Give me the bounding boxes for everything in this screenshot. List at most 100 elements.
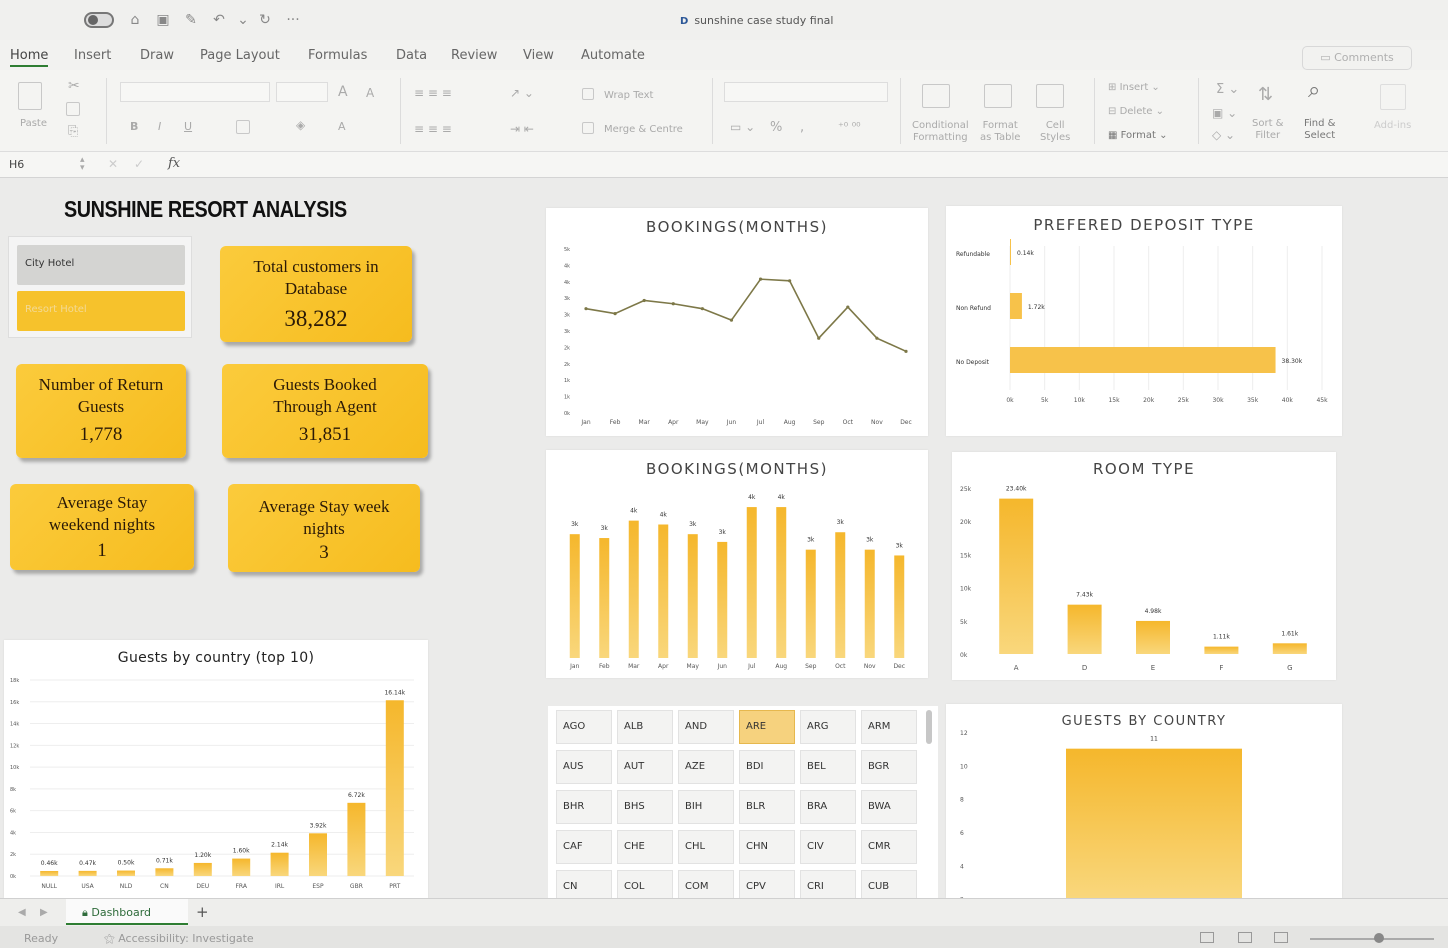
normal-view-icon[interactable] [1200,932,1214,943]
sheet-nav-right-icon[interactable]: ▶ [40,907,48,918]
tab-home[interactable]: Home [10,48,49,67]
autosave-toggle[interactable] [84,12,114,28]
home-icon[interactable]: ⌂ [130,12,140,28]
find-select-label[interactable]: Find & Select [1304,118,1335,142]
cell-styles-label[interactable]: Cell Styles [1040,120,1070,144]
format-as-table-icon[interactable] [984,84,1012,108]
accessibility-status[interactable]: ⚝ Accessibility: Investigate [104,932,254,946]
align-top-icon[interactable]: ≡ ≡ ≡ [414,86,452,100]
country-slicer-item[interactable]: AND [678,710,734,744]
country-slicer-item[interactable]: BLR [739,790,795,824]
country-slicer-item[interactable]: CMR [861,830,917,864]
function-icon[interactable]: fx [168,156,181,171]
redo-icon[interactable]: ↻ [259,12,271,28]
country-slicer-item[interactable]: AUS [556,750,612,784]
sheet-tab-dashboard[interactable]: 🔒︎ Dashboard [66,899,188,925]
country-slicer-item[interactable]: COL [617,870,673,898]
customize-icon[interactable]: ✎ [185,12,197,28]
country-slicer-item[interactable]: BGR [861,750,917,784]
borders-icon[interactable] [236,120,250,134]
country-slicer-item[interactable]: CRI [800,870,856,898]
country-slicer-item[interactable]: CHN [739,830,795,864]
country-slicer-item[interactable]: BHR [556,790,612,824]
decrease-font-icon[interactable]: A [366,86,375,100]
slicer-item-city-hotel[interactable]: City Hotel [17,245,185,285]
country-slicer-item[interactable]: BDI [739,750,795,784]
country-slicer-item[interactable]: ARM [861,710,917,744]
tab-view[interactable]: View [523,48,554,63]
country-slicer-item[interactable]: BWA [861,790,917,824]
country-slicer-item[interactable]: CUB [861,870,917,898]
clear-icon[interactable]: ◇ ⌄ [1212,128,1236,142]
merge-centre-icon[interactable] [582,122,594,134]
number-format-box[interactable] [724,82,888,102]
merge-centre-label[interactable]: Merge & Centre [604,124,683,135]
tab-formulas[interactable]: Formulas [308,48,368,63]
delete-cells-button[interactable]: ⊟ Delete ⌄ [1108,106,1164,117]
conditional-formatting-label[interactable]: Conditional Formatting [912,120,969,144]
guests-by-country-chart[interactable]: GUESTS BY COUNTRY 2 4 6 8 10 12 11 [946,704,1342,898]
more-icon[interactable]: ··· [286,12,300,28]
cell-styles-icon[interactable] [1036,84,1064,108]
bold-icon[interactable]: B [130,120,139,133]
orientation-icon[interactable]: ↗ ⌄ [510,86,534,100]
slicer-scrollbar[interactable] [926,710,932,744]
decimal-icon[interactable]: ⁺⁰ ⁰⁰ [838,120,861,133]
bookings-line-chart[interactable]: BOOKINGS(MONTHS) 0k 1k 1k 2k 2k 3k 3k 3k 4k 4k 5k J… [546,208,928,436]
country-slicer-item[interactable]: ALB [617,710,673,744]
enter-icon[interactable]: ✓ [134,157,145,171]
name-box-dropdown-icon[interactable]: ▴ ▾ [80,155,85,173]
room-type-chart[interactable]: ROOM TYPE 0k 5k 10k 15k 20k 25k 23.40k A 7.43k D 4… [952,452,1336,680]
country-slicer-item[interactable]: ARE [739,710,795,744]
country-slicer-item[interactable]: BRA [800,790,856,824]
align-left-icon[interactable]: ≡ ≡ ≡ [414,122,452,136]
country-slicer-item[interactable]: AGO [556,710,612,744]
addins-label[interactable]: Add-ins [1374,120,1412,131]
country-slicer-item[interactable]: BEL [800,750,856,784]
wrap-text-label[interactable]: Wrap Text [604,90,654,101]
deposit-type-chart[interactable]: PREFERED DEPOSIT TYPE 0k 5k 10k 15k 20k 25k 30… [946,206,1342,436]
save-icon[interactable]: ▣ [156,12,170,28]
zoom-slider[interactable] [1310,938,1434,940]
slicer-item-resort-hotel[interactable]: Resort Hotel [17,291,185,331]
sheet-nav-left-icon[interactable]: ◀ [18,907,26,918]
font-color-icon[interactable]: A [338,120,346,133]
fill-color-icon[interactable]: ◈ [296,118,306,132]
country-slicer-item[interactable]: CAF [556,830,612,864]
underline-icon[interactable]: U [184,120,193,133]
cut-icon[interactable]: ✂ [68,78,80,94]
page-break-view-icon[interactable] [1274,932,1288,943]
indent-icon[interactable]: ⇥ ⇤ [510,122,534,136]
tab-insert[interactable]: Insert [74,48,112,63]
worksheet[interactable]: SUNSHINE RESORT ANALYSIS City Hotel Reso… [0,178,1448,898]
comma-icon[interactable]: , [800,120,805,135]
tab-page-layout[interactable]: Page Layout [200,48,280,63]
copy-icon[interactable] [66,102,80,116]
name-box[interactable]: H6 [9,158,25,171]
find-select-icon[interactable]: ⌕ [1308,78,1321,103]
conditional-formatting-icon[interactable] [922,84,950,108]
currency-icon[interactable]: ▭ ⌄ [730,120,756,134]
zoom-slider-handle[interactable] [1374,933,1384,943]
country-slicer-item[interactable]: BHS [617,790,673,824]
country-slicer-item[interactable]: CN [556,870,612,898]
fill-icon[interactable]: ▣ ⌄ [1212,106,1238,120]
formula-input[interactable] [196,155,1436,175]
country-slicer-item[interactable]: COM [678,870,734,898]
country-slicer-item[interactable]: CHL [678,830,734,864]
sort-filter-label[interactable]: Sort & Filter [1252,118,1283,142]
insert-cells-button[interactable]: ⊞ Insert ⌄ [1108,82,1160,93]
page-layout-view-icon[interactable] [1238,932,1252,943]
sort-filter-icon[interactable]: ⇅ [1258,84,1274,105]
font-name-box[interactable] [120,82,270,102]
italic-icon[interactable]: I [158,120,162,133]
bookings-bar-chart[interactable]: BOOKINGS(MONTHS) 3k Jan 3k Feb 4k Mar 4k Apr 3k M… [546,450,928,678]
country-slicer-item[interactable]: CPV [739,870,795,898]
country-slicer-item[interactable]: CIV [800,830,856,864]
paste-icon[interactable] [18,82,42,110]
format-as-table-label[interactable]: Format as Table [980,120,1020,144]
increase-font-icon[interactable]: A [338,84,348,100]
format-painter-icon[interactable]: ⎘ [68,124,79,139]
country-slicer-item[interactable]: ARG [800,710,856,744]
tab-review[interactable]: Review [451,48,498,63]
